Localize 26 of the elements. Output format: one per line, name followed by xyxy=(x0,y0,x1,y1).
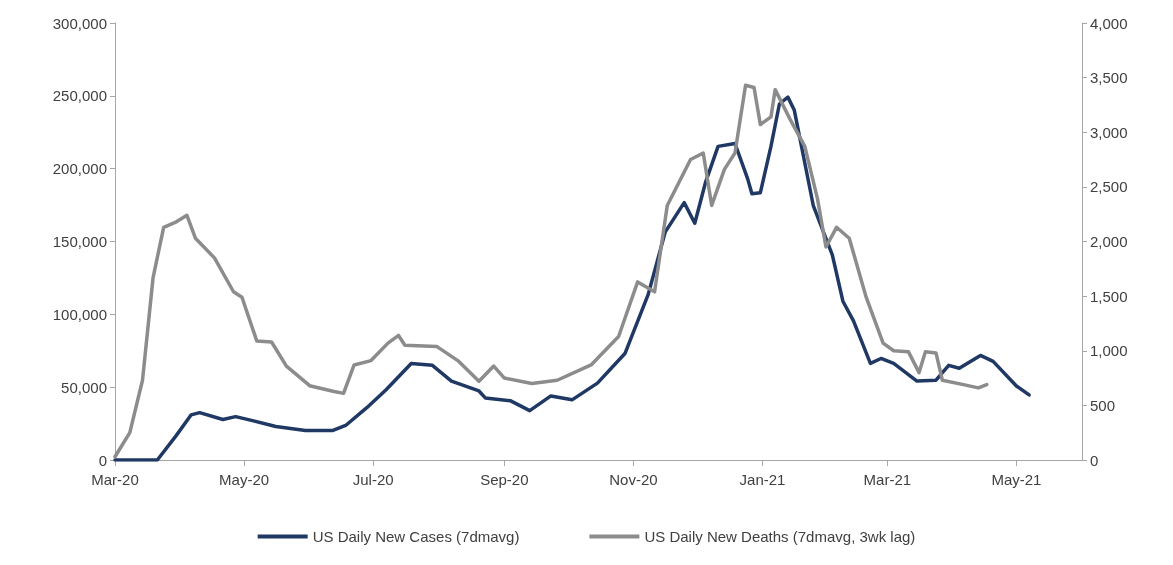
y-tick-label: 200,000 xyxy=(52,160,107,178)
x-tick-label: Jan-21 xyxy=(739,471,786,488)
y2-tick-label: 4,000 xyxy=(1090,14,1128,32)
y-tick-label: 300,000 xyxy=(52,14,107,32)
y2-tick-label: 2,000 xyxy=(1090,233,1128,250)
y2-tick-label: 0 xyxy=(1090,451,1099,469)
x-tick-label: May-21 xyxy=(991,471,1042,488)
y2-tick-label: 500 xyxy=(1090,396,1116,414)
y2-tick-label: 1,500 xyxy=(1090,287,1128,305)
y-tick-label: 100,000 xyxy=(52,305,107,323)
y2-tick-label: 2,500 xyxy=(1090,178,1128,196)
y2-tick-label: 3,000 xyxy=(1090,123,1128,141)
x-tick-label: Jul-20 xyxy=(352,471,394,488)
y-tick-label: 250,000 xyxy=(52,87,107,105)
x-tick-label: Mar-20 xyxy=(91,471,139,488)
y-tick-label: 50,000 xyxy=(61,378,107,396)
legend-label: US Daily New Deaths (7dmavg, 3wk lag) xyxy=(644,528,916,545)
y2-tick-label: 1,000 xyxy=(1090,342,1128,360)
x-tick-label: Sep-20 xyxy=(480,471,529,488)
x-tick-label: Nov-20 xyxy=(609,471,658,488)
y-tick-label: 0 xyxy=(98,451,107,469)
y2-tick-label: 3,500 xyxy=(1090,69,1128,87)
x-tick-label: May-20 xyxy=(219,471,270,488)
y-tick-label: 150,000 xyxy=(52,233,107,250)
x-tick-label: Mar-21 xyxy=(863,471,912,488)
legend-label: US Daily New Cases (7dmavg) xyxy=(312,528,520,545)
